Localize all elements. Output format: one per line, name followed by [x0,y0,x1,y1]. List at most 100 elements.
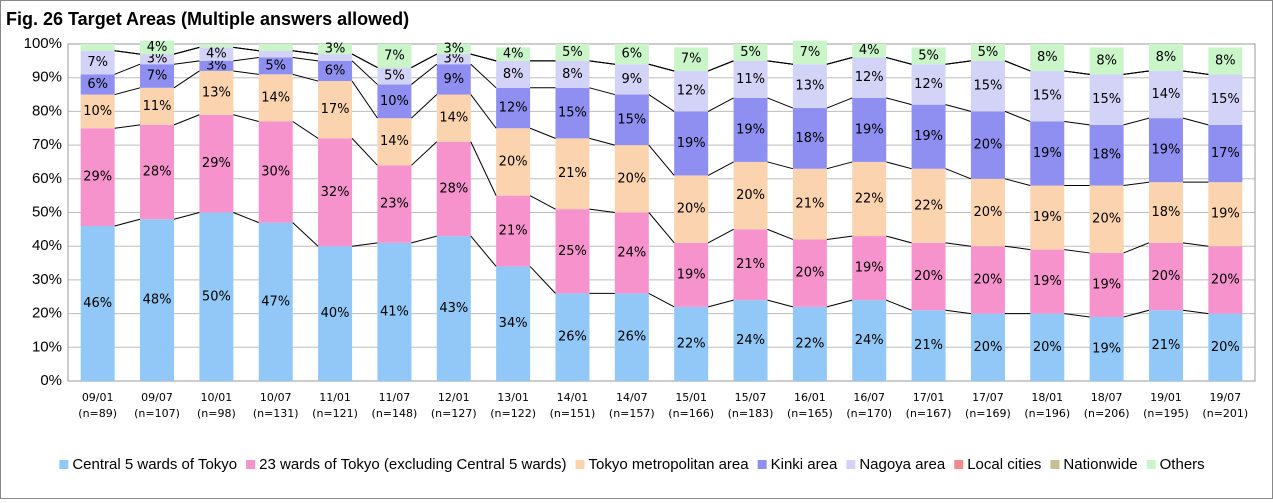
bar-segment [1089,185,1124,253]
value-label: 20% [1211,340,1240,355]
bar-segment [318,44,353,55]
value-label: 19% [1152,143,1181,158]
value-label: 3% [147,52,168,67]
bar-segment [792,239,827,307]
x-tick-note: (n=122) [490,407,536,420]
x-tick-label: 12/01 [438,391,470,404]
bar-segment [911,64,946,105]
connector-line [470,63,497,89]
connector-line [292,56,319,62]
legend-label: Tokyo metropolitan area [589,456,750,473]
bar-segment [1148,310,1183,381]
bar-segment [911,47,946,65]
bar-segment [199,114,234,213]
x-tick-note: (n=127) [431,407,477,420]
value-label: 20% [973,272,1002,287]
bar-segment [496,47,531,61]
bar-segment [674,306,709,381]
legend-label: Nagoya area [859,456,946,473]
x-tick-note: (n=195) [1143,407,1189,420]
value-label: 47% [261,294,290,309]
value-label: 28% [143,165,172,180]
bar-segment [377,67,412,85]
connector-line [470,94,497,129]
bar-segment [733,161,768,230]
y-tick-label: 70% [32,136,62,153]
bar-segment [140,124,175,220]
connector-line [707,228,734,244]
bar-segment [1030,121,1065,186]
connector-line [114,124,141,129]
value-label: 26% [558,330,587,345]
value-label: 17% [321,102,350,117]
bar-segment [792,306,827,381]
legend-swatch [575,460,585,469]
value-label: 43% [439,301,468,316]
connector-line [648,63,675,72]
bar-segment [614,145,649,213]
value-label: 11% [143,99,172,114]
value-label: 20% [973,205,1002,220]
value-label: 5% [384,69,405,84]
connector-line [945,60,971,65]
connector-line [707,161,734,176]
x-tick-label: 17/07 [972,391,1004,404]
bar-segment [1089,74,1124,125]
bar-segment [911,104,946,169]
bar-segment [140,40,175,55]
bar-segment [911,168,946,243]
bar-segment [258,74,293,122]
connector-line [470,235,497,267]
value-label: 28% [439,181,468,196]
value-label: 21% [558,166,587,181]
x-tick-label: 19/01 [1150,391,1182,404]
connector-line [292,73,319,82]
connector-line [114,50,141,55]
value-label: 12% [855,70,884,85]
bar-segment [258,44,293,51]
x-tick-label: 15/07 [735,391,767,404]
value-label: 21% [914,338,943,353]
bar-segment [80,128,115,226]
value-label: 19% [1092,277,1121,292]
bar-segment [733,44,768,61]
bar-segment [852,44,887,58]
value-label: 34% [499,316,528,331]
value-label: 19% [855,261,884,276]
bar-segment [1208,74,1243,125]
bar-segment [1208,313,1243,381]
connector-line [173,46,200,55]
value-label: 15% [1092,92,1121,107]
value-label: 15% [1211,92,1240,107]
x-tick-label: 18/01 [1031,391,1063,404]
connector-line [292,121,319,139]
connector-line [826,56,853,65]
bar-segment [555,44,590,61]
legend-label: Central 5 wards of Tokyo [72,456,237,473]
bar-segment [1208,47,1243,75]
x-tick-label: 15/01 [675,391,707,404]
bar-segment [199,70,234,115]
value-label: 19% [736,122,765,137]
bar-segment [614,293,649,381]
connector-line [1123,117,1150,126]
value-label: 20% [973,340,1002,355]
value-label: 3% [206,58,227,73]
connector-line [470,53,497,62]
x-tick-note: (n=151) [550,407,596,420]
connector-line [352,242,378,247]
connector-line [1123,181,1150,187]
bar-segment [318,54,353,61]
bar-segment [80,94,115,129]
connector-line [707,60,734,72]
x-tick-label: 10/07 [260,391,292,404]
bar-segment [674,111,709,176]
connector-line [945,168,972,180]
value-label: 26% [617,330,646,345]
connector-line [589,137,615,146]
value-label: 3% [325,42,346,57]
connector-line [233,56,259,62]
connector-line [826,235,853,240]
connector-line [886,161,912,170]
value-label: 9% [443,72,464,87]
